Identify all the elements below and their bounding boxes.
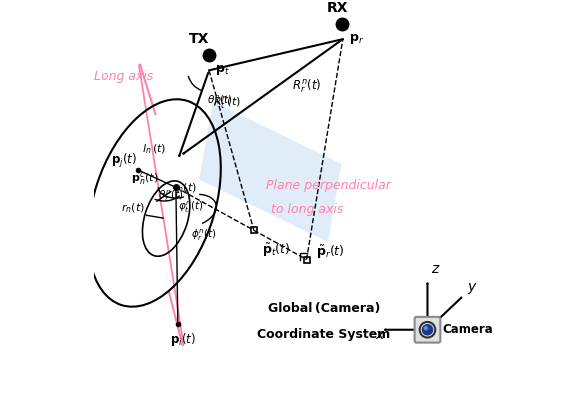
Text: $\theta_r^n(t)$: $\theta_r^n(t)$ <box>207 93 232 109</box>
Text: $r_n(t)$: $r_n(t)$ <box>121 201 145 215</box>
Circle shape <box>424 327 428 330</box>
Text: $x$: $x$ <box>375 328 386 343</box>
Text: $r_n(t)$: $r_n(t)$ <box>173 181 197 195</box>
Circle shape <box>423 325 432 335</box>
Text: $R_t^n(t)$: $R_t^n(t)$ <box>213 94 241 111</box>
Text: $\varphi_t^n(t)$: $\varphi_t^n(t)$ <box>178 199 203 215</box>
Text: $\mathbf{p}_n^c(t)$: $\mathbf{p}_n^c(t)$ <box>131 170 158 187</box>
Text: Coordinate System: Coordinate System <box>257 328 391 341</box>
Text: $z$: $z$ <box>431 262 440 276</box>
Text: $\mathbf{p}_r$: $\mathbf{p}_r$ <box>349 32 364 46</box>
Text: Global (Camera): Global (Camera) <box>268 302 380 315</box>
Text: $\phi_r^n(t)$: $\phi_r^n(t)$ <box>191 228 217 243</box>
Polygon shape <box>199 101 342 242</box>
Text: TX: TX <box>189 32 209 46</box>
Text: $R_r^n(t)$: $R_r^n(t)$ <box>292 78 321 96</box>
Text: $\tilde{\mathbf{p}}_r(t)$: $\tilde{\mathbf{p}}_r(t)$ <box>316 243 345 261</box>
Text: Plane perpendicular: Plane perpendicular <box>266 179 391 192</box>
Text: $y$: $y$ <box>467 281 478 296</box>
Text: RX: RX <box>327 1 349 15</box>
Text: to long axis: to long axis <box>272 203 344 216</box>
Text: $\mathbf{p}_j(t)$: $\mathbf{p}_j(t)$ <box>111 152 137 170</box>
FancyBboxPatch shape <box>414 317 440 343</box>
Text: $\mathbf{p}_i(t)$: $\mathbf{p}_i(t)$ <box>170 332 196 348</box>
Text: $l_n\,(t)$: $l_n\,(t)$ <box>142 142 166 156</box>
Text: $\tilde{\mathbf{p}}_t(t)$: $\tilde{\mathbf{p}}_t(t)$ <box>262 241 290 259</box>
Text: Long axis: Long axis <box>94 70 153 83</box>
Text: $\theta_t^n(t)$: $\theta_t^n(t)$ <box>158 189 184 204</box>
Text: $\mathbf{p}_t$: $\mathbf{p}_t$ <box>215 63 230 77</box>
Text: Camera: Camera <box>442 323 493 336</box>
